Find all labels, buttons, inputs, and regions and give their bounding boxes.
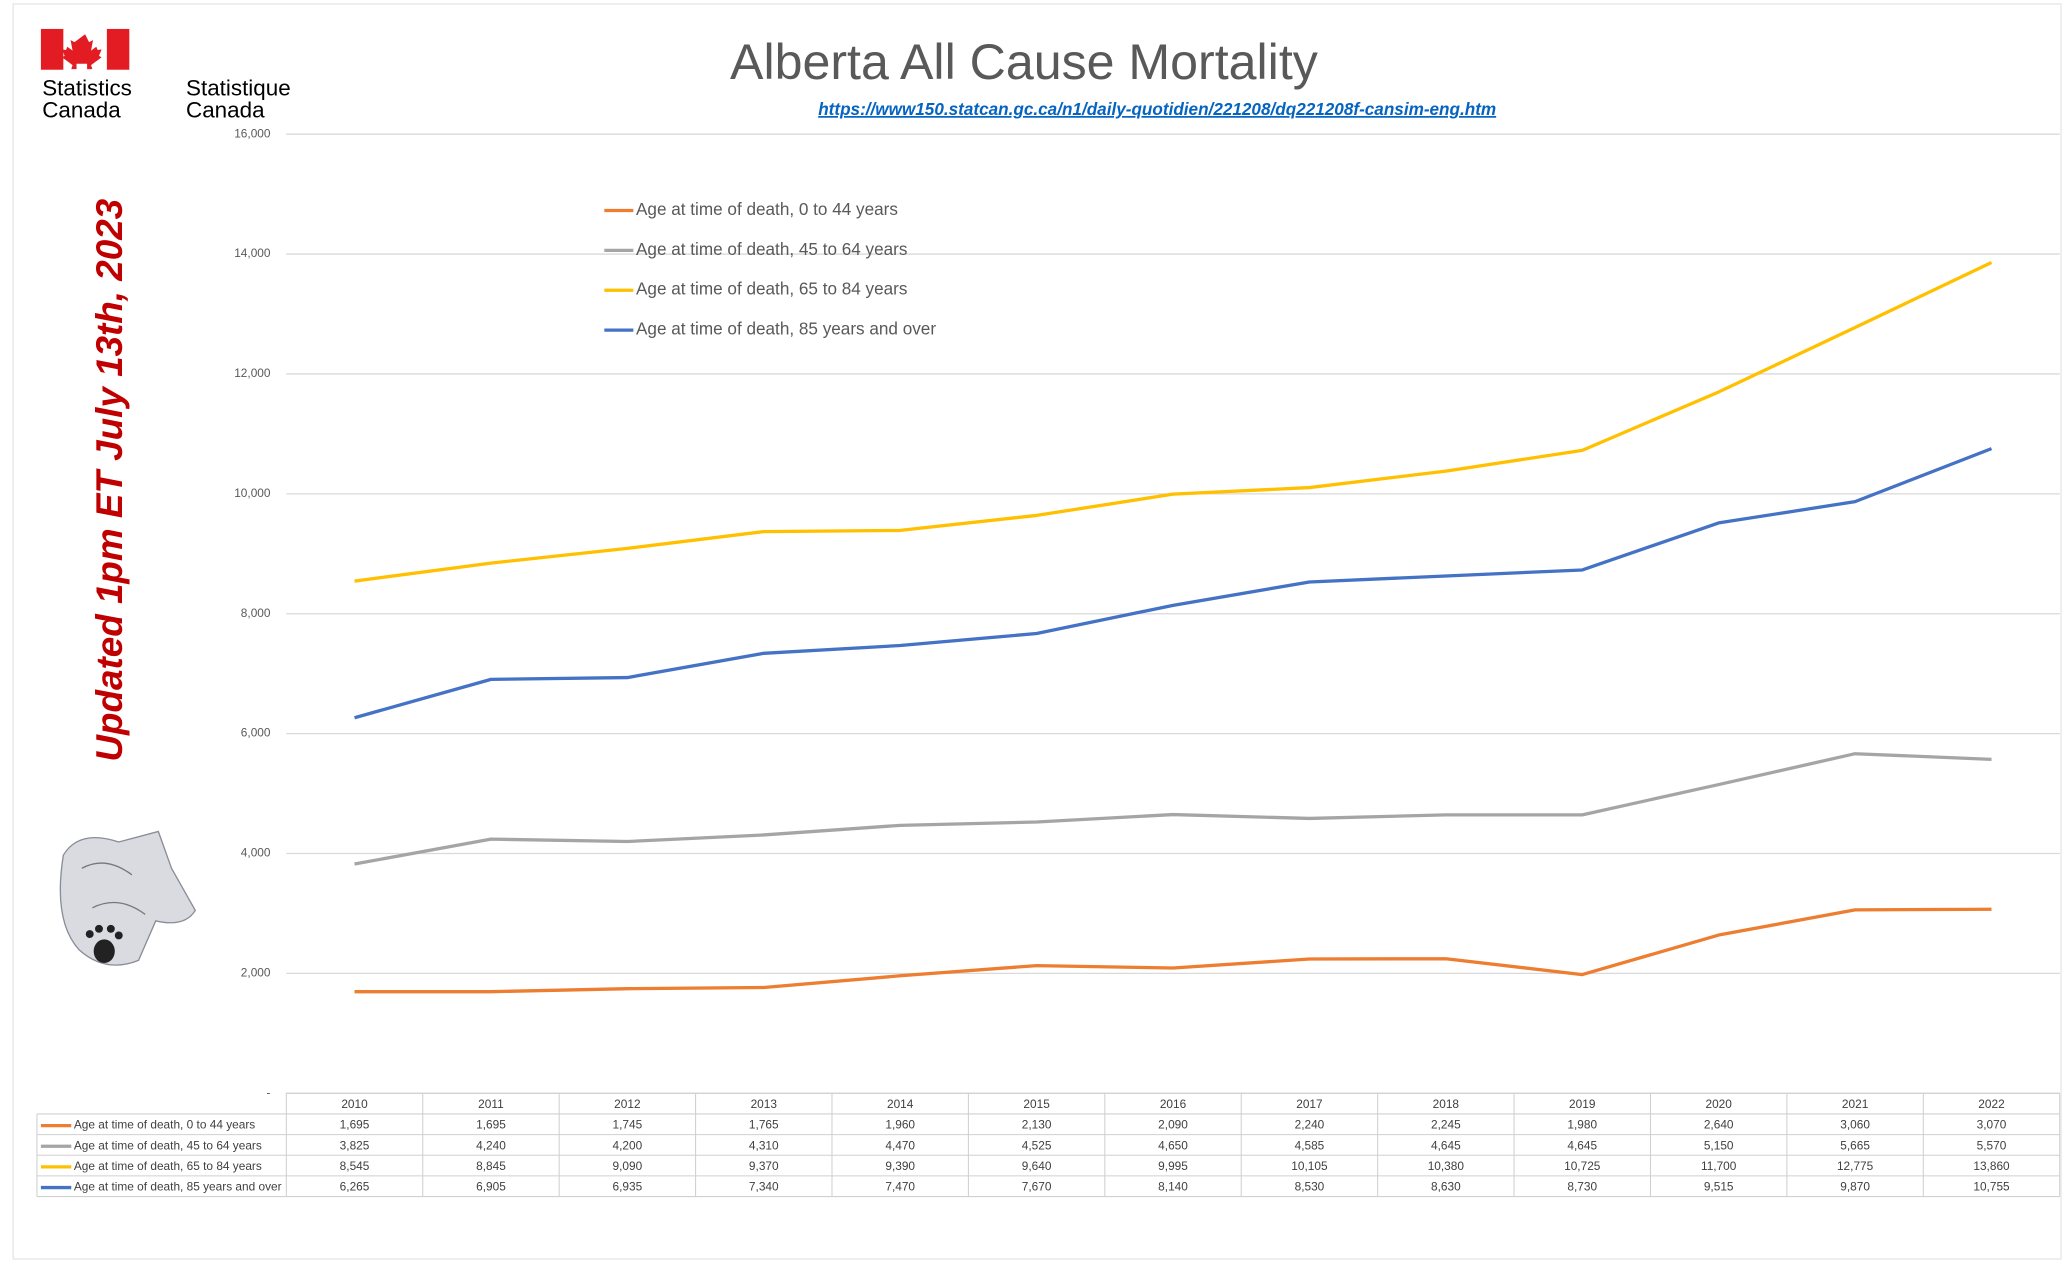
table-cell: 8,730	[1567, 1180, 1597, 1194]
chart: Statistics Canada Statistique Canada Alb…	[0, 0, 2065, 1263]
table-cell: 4,310	[749, 1138, 779, 1152]
x-tick-label: 2020	[1705, 1097, 1732, 1111]
table-cell: 2,090	[1158, 1118, 1188, 1132]
y-tick-label: 4,000	[241, 846, 271, 860]
table-cell: 12,775	[1837, 1159, 1874, 1173]
y-tick-label: 12,000	[234, 366, 271, 380]
x-tick-label: 2017	[1296, 1097, 1322, 1111]
table-cell: 2,245	[1431, 1118, 1461, 1132]
legend-label: Age at time of death, 65 to 84 years	[636, 280, 907, 299]
table-cell: 9,390	[885, 1159, 915, 1173]
table-row-label: Age at time of death, 0 to 44 years	[74, 1118, 255, 1132]
table-cell: 3,070	[1977, 1118, 2007, 1132]
table-cell: 7,670	[1022, 1180, 1052, 1194]
y-tick-label: 2,000	[241, 966, 271, 980]
table-cell: 4,200	[613, 1138, 643, 1152]
table-cell: 4,650	[1158, 1138, 1188, 1152]
table-cell: 5,570	[1977, 1138, 2007, 1152]
x-tick-label: 2011	[478, 1097, 504, 1111]
x-tick-label: 2019	[1569, 1097, 1596, 1111]
y-tick-label: 8,000	[241, 606, 271, 620]
logo-text: Canada	[186, 98, 265, 123]
table-cell: 7,470	[885, 1180, 915, 1194]
y-tick-label: 14,000	[234, 246, 271, 260]
table-cell: 8,545	[340, 1159, 370, 1173]
y-tick-label: 10,000	[234, 486, 271, 500]
table-cell: 8,530	[1295, 1180, 1325, 1194]
table-cell: 9,995	[1158, 1159, 1188, 1173]
logo-text: Statistique	[186, 75, 291, 100]
table-cell: 1,960	[885, 1118, 915, 1132]
table-cell: 8,845	[476, 1159, 506, 1173]
table-cell: 3,825	[340, 1138, 370, 1152]
logo-text: Canada	[42, 98, 121, 123]
page: Statistics Canada Statistique Canada Alb…	[0, 0, 2065, 1263]
source-link[interactable]: https://www150.statcan.gc.ca/n1/daily-qu…	[818, 100, 1496, 119]
table-cell: 13,860	[1973, 1159, 2010, 1173]
x-tick-label: 2016	[1160, 1097, 1187, 1111]
frame	[13, 4, 2061, 1259]
table-cell: 10,755	[1973, 1180, 2010, 1194]
x-tick-label: 2015	[1023, 1097, 1050, 1111]
table-cell: 6,935	[613, 1180, 643, 1194]
table-cell: 7,340	[749, 1180, 779, 1194]
x-tick-label: 2010	[341, 1097, 368, 1111]
table-row-label: Age at time of death, 45 to 64 years	[74, 1138, 262, 1152]
table-cell: 2,240	[1295, 1118, 1325, 1132]
table-cell: 3,060	[1840, 1118, 1870, 1132]
table-cell: 10,725	[1564, 1159, 1601, 1173]
update-note: Updated 1pm ET July 13th, 2023	[89, 198, 130, 761]
table-cell: 1,745	[613, 1118, 643, 1132]
table-cell: 5,665	[1840, 1138, 1870, 1152]
x-tick-label: 2012	[614, 1097, 640, 1111]
table-cell: 4,470	[885, 1138, 915, 1152]
table-cell: 11,700	[1701, 1159, 1737, 1173]
x-tick-label: 2021	[1842, 1097, 1869, 1111]
logo-text: Statistics	[42, 75, 132, 100]
x-tick-label: 2014	[887, 1097, 914, 1111]
table-cell: 4,240	[476, 1138, 506, 1152]
table-cell: 6,905	[476, 1180, 506, 1194]
table-cell: 9,515	[1704, 1180, 1734, 1194]
x-tick-label: 2018	[1433, 1097, 1460, 1111]
table-cell: 10,105	[1291, 1159, 1328, 1173]
table-cell: 1,695	[340, 1118, 370, 1132]
table-cell: 4,525	[1022, 1138, 1052, 1152]
table-cell: 2,130	[1022, 1118, 1052, 1132]
table-cell: 10,380	[1428, 1159, 1465, 1173]
x-tick-label: 2013	[751, 1097, 778, 1111]
table-cell: 8,630	[1431, 1180, 1461, 1194]
table-cell: 8,140	[1158, 1180, 1188, 1194]
table-cell: 5,150	[1704, 1138, 1734, 1152]
table-cell: 9,640	[1022, 1159, 1052, 1173]
y-tick-label: -	[267, 1085, 271, 1099]
table-cell: 9,090	[613, 1159, 643, 1173]
table-row-label: Age at time of death, 65 to 84 years	[74, 1159, 262, 1173]
table-cell: 4,585	[1295, 1138, 1325, 1152]
table-row-label: Age at time of death, 85 years and over	[74, 1180, 282, 1194]
table-cell: 6,265	[340, 1180, 370, 1194]
x-tick-label: 2022	[1978, 1097, 2004, 1111]
table-cell: 4,645	[1567, 1138, 1597, 1152]
table-cell: 1,980	[1567, 1118, 1597, 1132]
legend-label: Age at time of death, 0 to 44 years	[636, 200, 898, 219]
table-cell: 4,645	[1431, 1138, 1461, 1152]
y-tick-label: 6,000	[241, 726, 271, 740]
chart-title: Alberta All Cause Mortality	[730, 34, 1318, 90]
legend-label: Age at time of death, 85 years and over	[636, 320, 936, 339]
y-tick-label: 16,000	[234, 126, 271, 140]
flag	[41, 29, 129, 70]
table-cell: 1,765	[749, 1118, 779, 1132]
table-cell: 9,870	[1840, 1180, 1870, 1194]
legend-label: Age at time of death, 45 to 64 years	[636, 240, 907, 259]
table-cell: 1,695	[476, 1118, 506, 1132]
table-cell: 2,640	[1704, 1118, 1734, 1132]
table-cell: 9,370	[749, 1159, 779, 1173]
